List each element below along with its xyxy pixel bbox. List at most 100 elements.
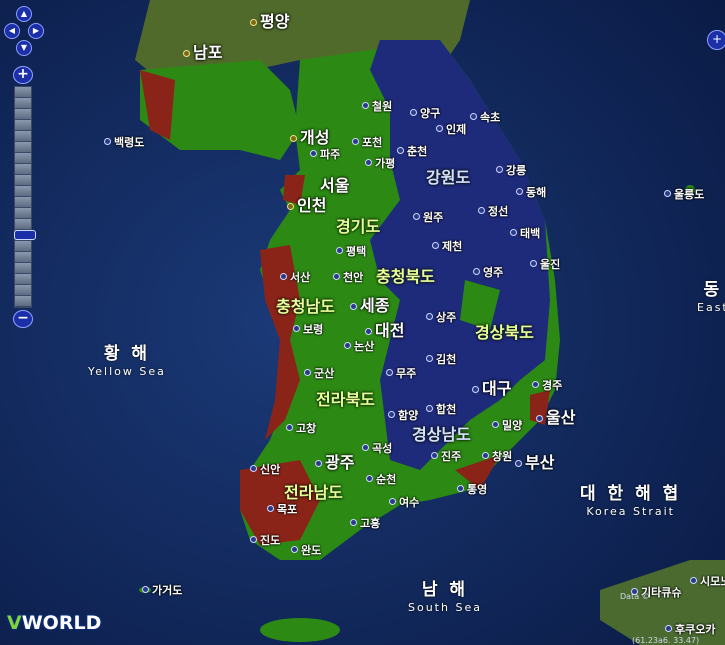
city-label[interactable]: 영주 — [473, 267, 503, 278]
city-label[interactable]: 보령 — [293, 324, 323, 335]
zoom-step[interactable] — [15, 109, 31, 120]
city-label[interactable]: 양구 — [410, 108, 440, 119]
city-marker-icon — [492, 421, 499, 428]
city-marker-icon — [515, 460, 522, 467]
city-label[interactable]: 고창 — [286, 423, 316, 434]
city-label[interactable]: 광주 — [315, 455, 354, 471]
zoom-step[interactable] — [15, 153, 31, 164]
zoom-in-button[interactable]: + — [13, 66, 33, 84]
city-label[interactable]: 강릉 — [496, 165, 526, 176]
city-marker-icon — [310, 150, 317, 157]
city-label[interactable]: 가거도 — [142, 585, 182, 596]
city-label[interactable]: 천안 — [333, 272, 363, 283]
city-label[interactable]: 제천 — [432, 241, 462, 252]
city-label[interactable]: 창원 — [482, 451, 512, 462]
city-label[interactable]: 완도 — [291, 545, 321, 556]
zoom-step[interactable] — [15, 263, 31, 274]
city-label[interactable]: 밀양 — [492, 420, 522, 431]
zoom-step[interactable] — [15, 98, 31, 109]
zoom-step[interactable] — [15, 197, 31, 208]
city-marker-icon — [426, 355, 433, 362]
city-label[interactable]: 파주 — [310, 149, 340, 160]
city-label[interactable]: 합천 — [426, 404, 456, 415]
sea-name-korean: 황 해 — [103, 344, 151, 364]
city-name: 평택 — [346, 245, 367, 258]
zoom-step[interactable] — [15, 296, 31, 307]
city-label[interactable]: 고흥 — [350, 518, 380, 529]
city-label[interactable]: 철원 — [362, 101, 392, 112]
city-label[interactable]: 부산 — [515, 455, 554, 471]
zoom-step[interactable] — [15, 274, 31, 285]
zoom-step[interactable] — [15, 219, 31, 230]
city-label[interactable]: 군산 — [304, 368, 334, 379]
pan-left-button[interactable]: ◀ — [4, 23, 20, 39]
city-label[interactable]: 서울 — [320, 178, 349, 194]
zoom-step[interactable] — [15, 241, 31, 252]
city-label[interactable]: 함양 — [388, 410, 418, 421]
city-name: 파주 — [320, 148, 341, 161]
zoom-step[interactable] — [15, 285, 31, 296]
city-label[interactable]: 상주 — [426, 312, 456, 323]
zoom-step[interactable] — [15, 164, 31, 175]
zoom-step[interactable] — [15, 120, 31, 131]
city-label[interactable]: 남포 — [183, 45, 222, 61]
zoom-step[interactable] — [15, 186, 31, 197]
pan-right-button[interactable]: ▶ — [28, 23, 44, 39]
city-label[interactable]: 논산 — [344, 341, 374, 352]
city-label[interactable]: 가평 — [365, 158, 395, 169]
city-label[interactable]: 정선 — [478, 206, 508, 217]
pan-down-button[interactable]: ▼ — [16, 40, 32, 56]
zoom-step[interactable] — [15, 131, 31, 142]
city-label[interactable]: 평택 — [336, 246, 366, 257]
city-label[interactable]: 김천 — [426, 354, 456, 365]
zoom-step[interactable] — [15, 208, 31, 219]
city-label[interactable]: 신안 — [250, 464, 280, 475]
city-label[interactable]: 백령도 — [104, 137, 144, 148]
city-label[interactable]: 기타큐슈 — [631, 587, 681, 598]
zoom-step[interactable] — [15, 87, 31, 98]
city-name: 광주 — [325, 453, 355, 472]
city-label[interactable]: 후쿠오카 — [665, 624, 715, 635]
city-marker-icon — [470, 113, 477, 120]
city-name: 시모노 — [700, 575, 725, 588]
zoom-step[interactable] — [15, 252, 31, 263]
city-label[interactable]: 목포 — [267, 504, 297, 515]
city-label[interactable]: 울진 — [530, 259, 560, 270]
city-label[interactable]: 시모노 — [690, 576, 725, 587]
city-label[interactable]: 경주 — [532, 380, 562, 391]
city-label[interactable]: 인천 — [287, 198, 326, 214]
city-label[interactable]: 춘천 — [397, 146, 427, 157]
city-label[interactable]: 진도 — [250, 535, 280, 546]
zoom-slider[interactable] — [14, 86, 36, 308]
city-label[interactable]: 통영 — [457, 484, 487, 495]
city-label[interactable]: 속초 — [470, 112, 500, 123]
city-label[interactable]: 서산 — [280, 272, 310, 283]
city-label[interactable]: 진주 — [431, 451, 461, 462]
city-label[interactable]: 순천 — [366, 474, 396, 485]
city-label[interactable]: 무주 — [386, 368, 416, 379]
city-label[interactable]: 대구 — [472, 381, 511, 397]
city-label[interactable]: 개성 — [290, 130, 329, 146]
city-label[interactable]: 여수 — [389, 497, 419, 508]
city-label[interactable]: 곡성 — [362, 443, 392, 454]
corner-expand-button[interactable]: + — [707, 30, 725, 50]
city-label[interactable]: 원주 — [413, 212, 443, 223]
city-label[interactable]: 인제 — [436, 124, 466, 135]
vworld-logo[interactable]: VWORLD — [7, 612, 101, 634]
city-label[interactable]: 울산 — [536, 410, 575, 426]
zoom-slider-thumb[interactable] — [14, 230, 36, 241]
city-label[interactable]: 포천 — [352, 137, 382, 148]
city-label[interactable]: 평양 — [250, 14, 289, 30]
zoom-out-button[interactable]: − — [13, 310, 33, 328]
city-label[interactable]: 태백 — [510, 228, 540, 239]
sea-name-english: Korea Strait — [586, 505, 675, 518]
zoom-step[interactable] — [15, 142, 31, 153]
zoom-step[interactable] — [15, 175, 31, 186]
city-label[interactable]: 세종 — [350, 298, 389, 314]
city-label[interactable]: 동해 — [516, 187, 546, 198]
pan-up-button[interactable]: ▲ — [16, 6, 32, 22]
city-label[interactable]: 대전 — [365, 323, 404, 339]
city-label[interactable]: 울릉도 — [664, 189, 704, 200]
city-marker-icon — [350, 519, 357, 526]
